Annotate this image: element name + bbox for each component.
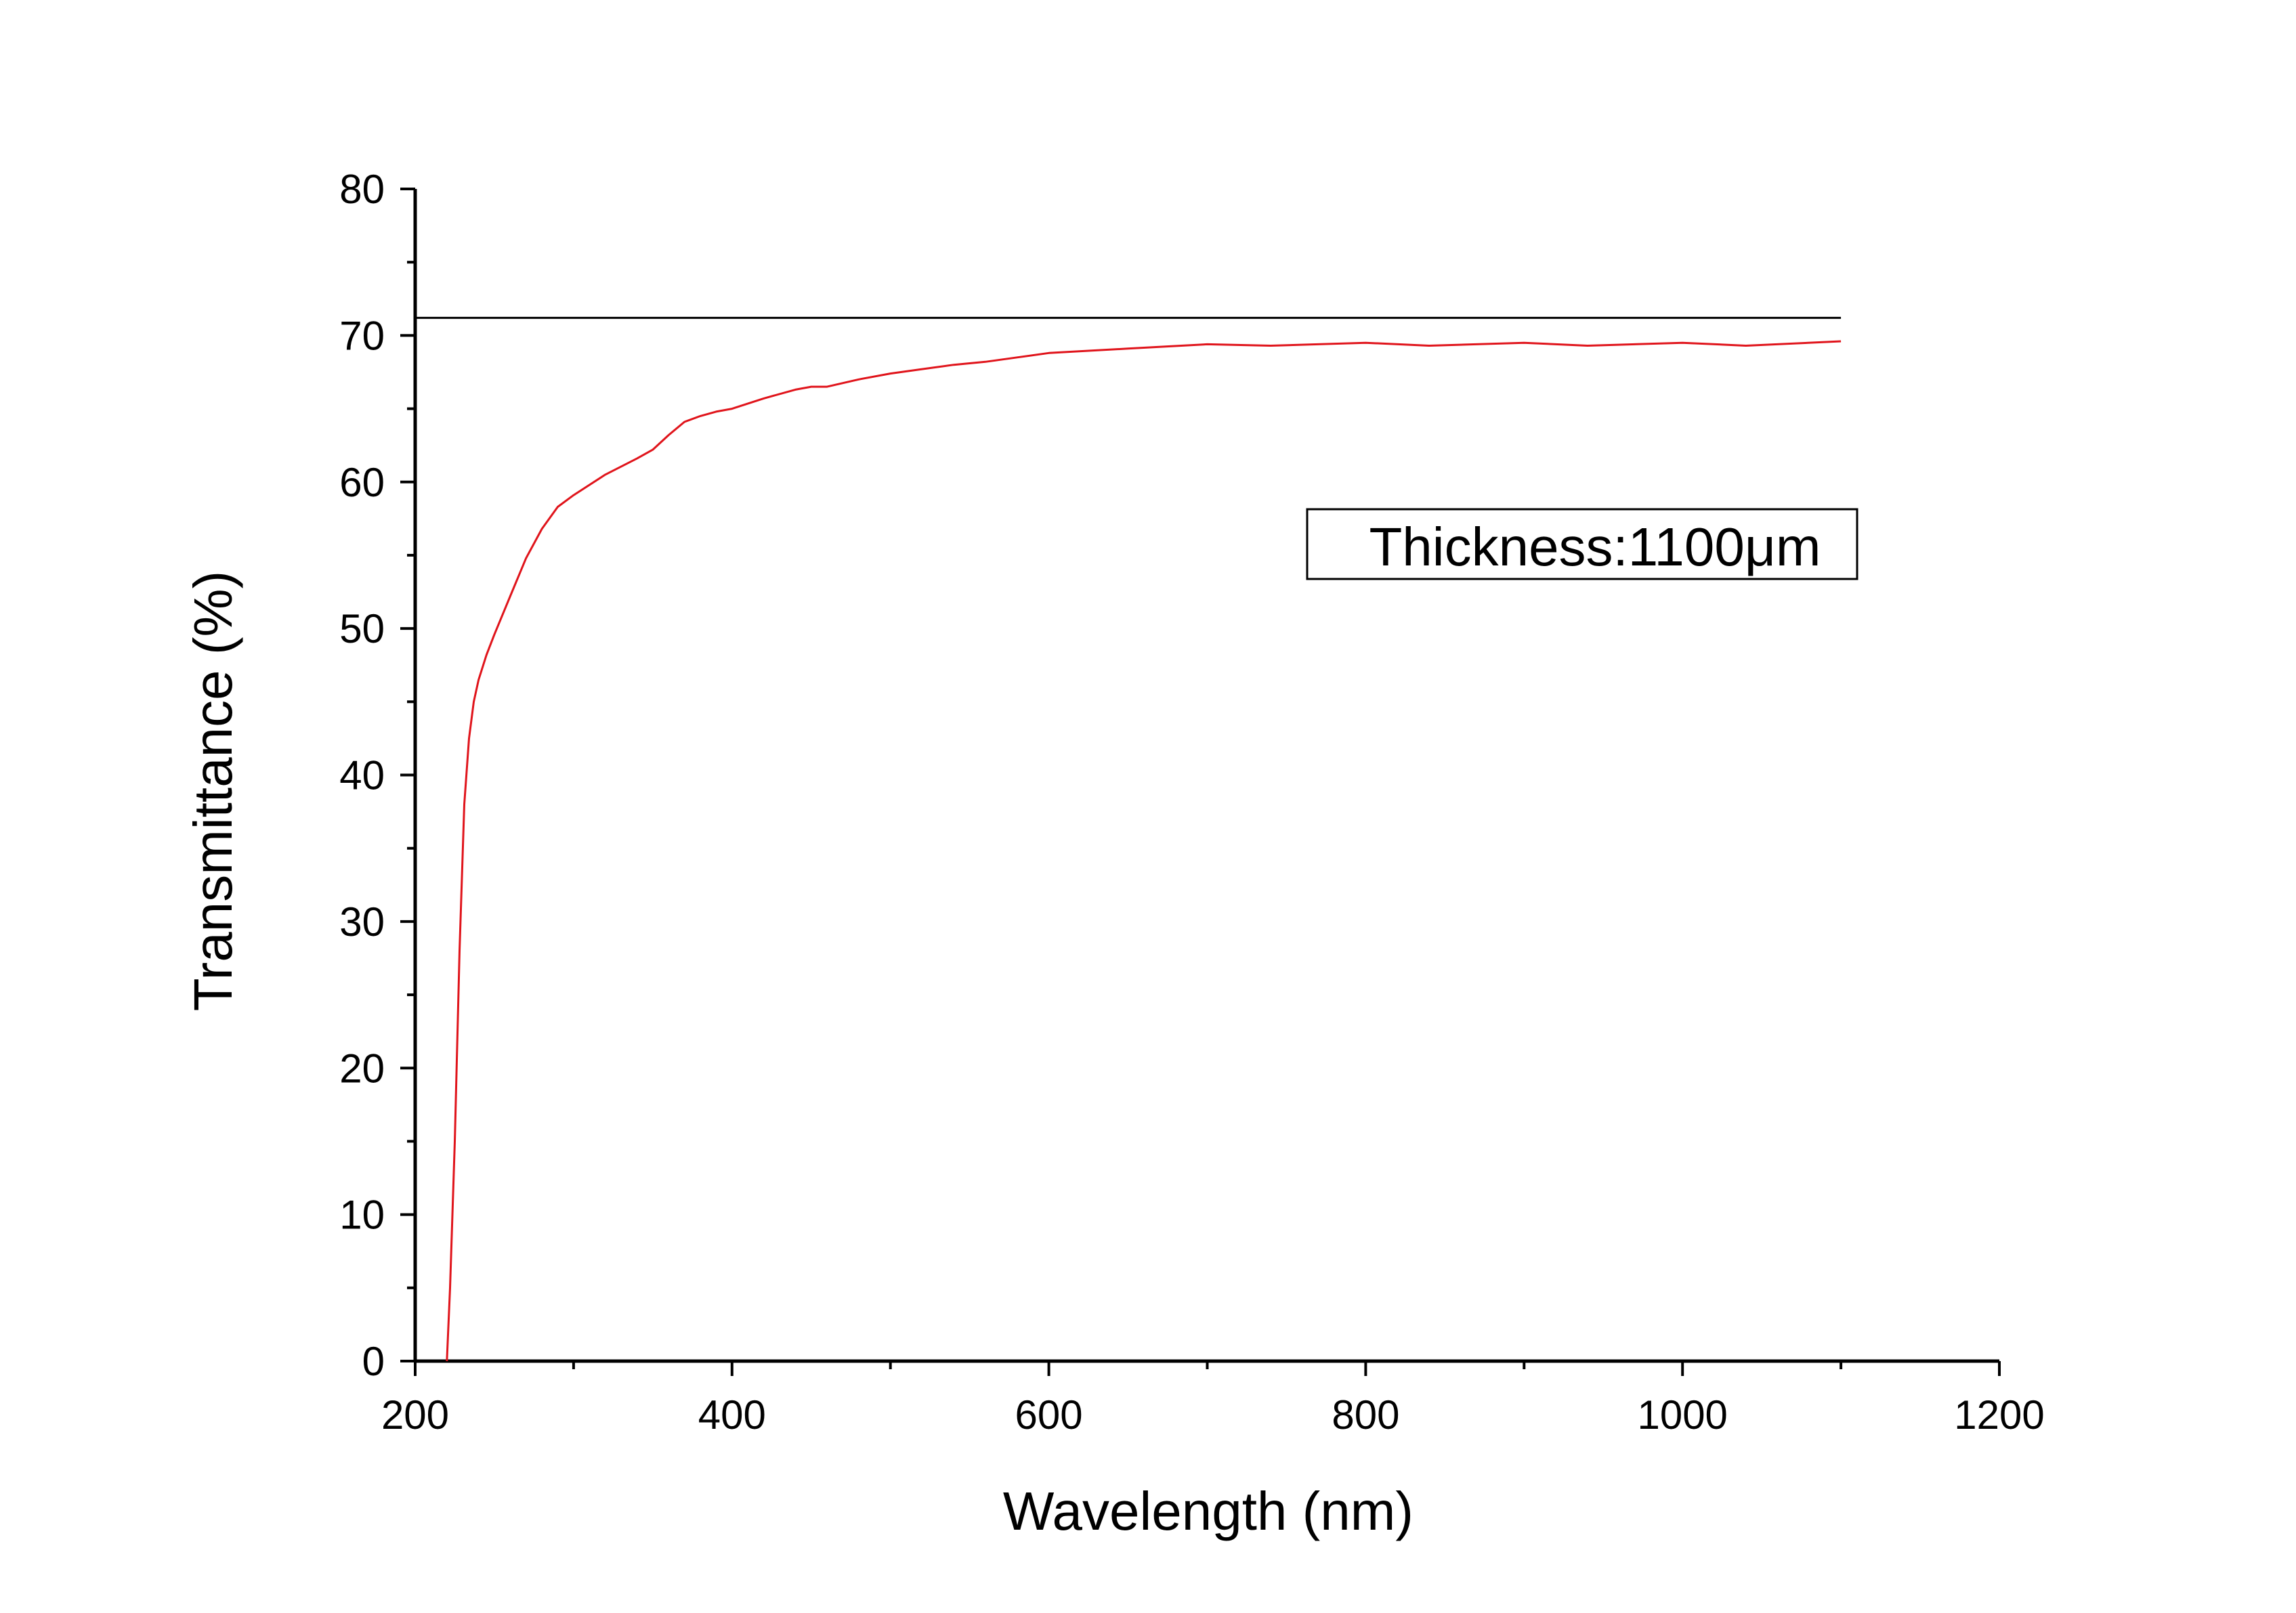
annotation-frame <box>1306 508 1858 580</box>
y-tick-label: 10 <box>339 1192 385 1238</box>
x-tick-label: 200 <box>381 1392 449 1438</box>
y-tick-label: 20 <box>339 1046 385 1091</box>
x-tick-label: 1000 <box>1637 1392 1727 1438</box>
x-axis-title: Wavelength (nm) <box>1003 1481 1413 1541</box>
x-tick-label: 800 <box>1332 1392 1399 1438</box>
x-tick-label: 1200 <box>1954 1392 2044 1438</box>
annotation-box: Thickness:1100μm <box>1306 508 1858 580</box>
y-tick-label: 40 <box>339 753 385 798</box>
annotation-text: Thickness:1100μm <box>1369 517 1821 577</box>
x-tick-label: 400 <box>698 1392 766 1438</box>
y-axis-title: Transmittance (%) <box>183 571 243 1012</box>
y-tick-label: 70 <box>339 313 385 358</box>
plot-area <box>415 316 1842 1362</box>
y-tick-label: 80 <box>339 167 385 212</box>
y-tick-label: 50 <box>339 606 385 651</box>
y-tick-label: 0 <box>362 1339 385 1384</box>
y-tick-label: 30 <box>339 899 385 945</box>
ticks: 200 400 600 800 1000 1200 0 10 20 30 40 50 60 70 80 <box>339 167 2044 1438</box>
x-tick-label: 600 <box>1015 1392 1083 1438</box>
series-line-1 <box>446 340 1842 1362</box>
y-tick-label: 60 <box>339 460 385 505</box>
